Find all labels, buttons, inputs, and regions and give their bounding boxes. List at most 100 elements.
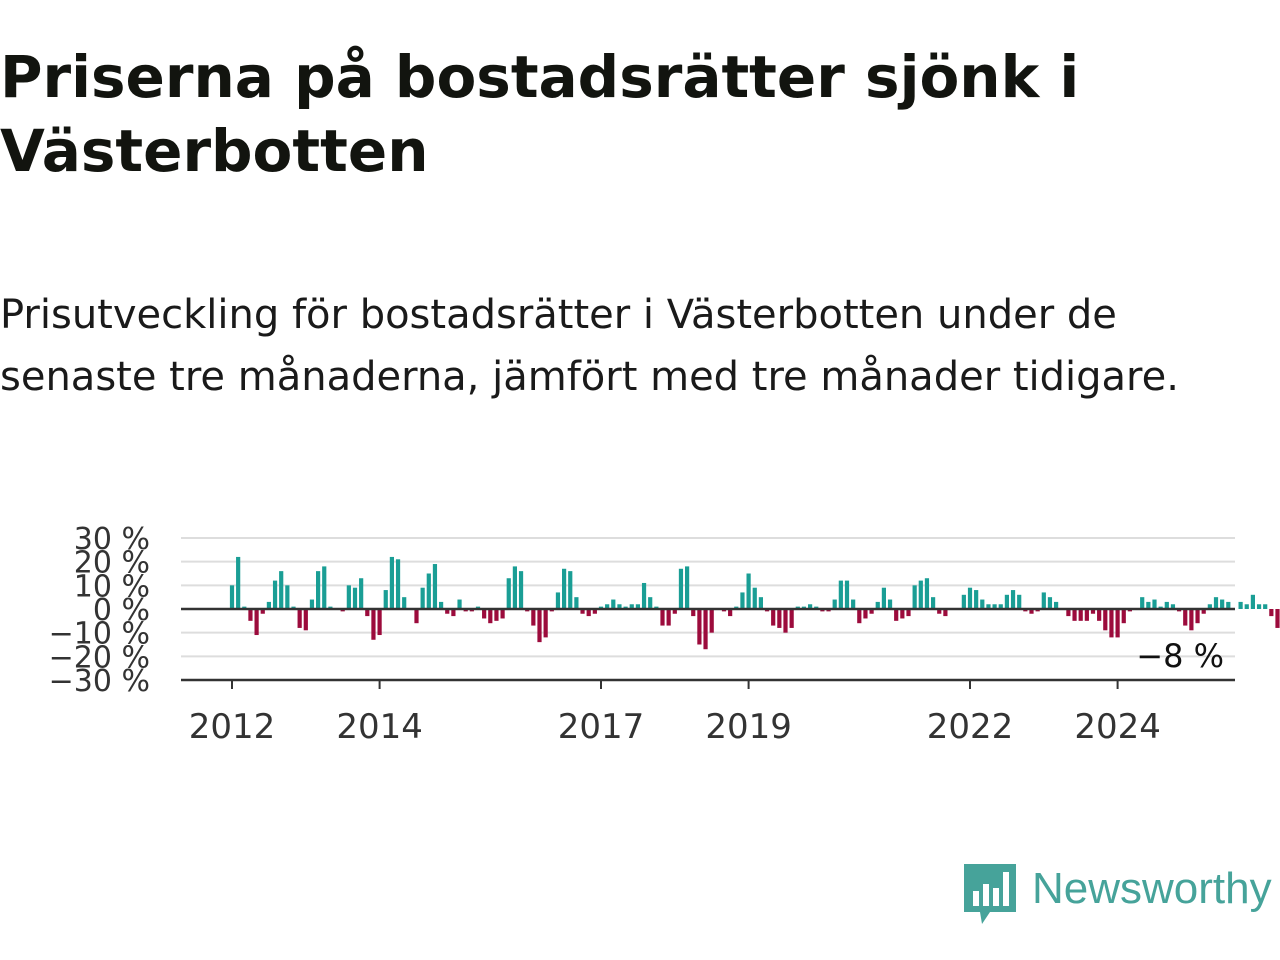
bar <box>1029 609 1034 614</box>
bar <box>869 609 874 614</box>
chart-subtitle: Prisutveckling för bostadsrätter i Väste… <box>0 292 1179 400</box>
bar <box>783 609 788 633</box>
bar <box>986 604 991 609</box>
bar <box>1078 609 1083 621</box>
bar <box>1103 609 1108 631</box>
bar <box>377 609 382 636</box>
bar <box>383 590 388 609</box>
bar <box>1244 604 1249 609</box>
bar <box>894 609 899 621</box>
bar <box>1004 594 1009 609</box>
bar <box>641 582 647 609</box>
bar <box>648 597 653 609</box>
bar <box>746 573 751 609</box>
y-tick-label: −10 % <box>49 617 150 652</box>
bar <box>1164 601 1169 609</box>
bar <box>1090 609 1096 614</box>
bar <box>414 609 419 624</box>
bar <box>1041 592 1046 609</box>
bar <box>1195 609 1200 624</box>
bar <box>365 609 370 617</box>
y-tick-label: −20 % <box>49 640 150 675</box>
bar <box>506 578 511 609</box>
bar <box>672 609 677 614</box>
bar <box>309 599 315 609</box>
bar <box>838 580 843 609</box>
bar <box>980 599 985 609</box>
y-tick-label: 30 % <box>74 522 150 557</box>
x-tick-label: 2012 <box>189 707 276 747</box>
bar <box>918 580 923 609</box>
bar <box>322 566 327 609</box>
bar <box>537 609 542 643</box>
bar <box>1146 601 1151 609</box>
bar <box>568 571 573 609</box>
bar <box>352 587 358 609</box>
bar <box>1263 604 1268 609</box>
bar <box>254 609 259 636</box>
bar <box>266 601 271 609</box>
bar <box>1275 609 1280 628</box>
bar <box>875 601 880 609</box>
x-tick-label: 2024 <box>1074 707 1161 747</box>
bar <box>1213 597 1219 609</box>
bar <box>248 609 253 621</box>
bar <box>512 566 517 609</box>
bar <box>660 609 665 626</box>
bar <box>1201 609 1206 614</box>
bar <box>279 571 284 609</box>
bar <box>844 580 850 609</box>
bar <box>488 609 493 624</box>
y-tick-label: 0 % <box>93 593 150 628</box>
bar <box>297 609 302 628</box>
bar <box>703 609 708 650</box>
y-tick-label: 20 % <box>74 546 150 581</box>
bar <box>709 609 714 633</box>
bar <box>555 592 561 609</box>
bar <box>1170 604 1176 609</box>
bar <box>1238 601 1243 609</box>
bar <box>931 597 936 609</box>
bar <box>605 604 610 609</box>
bar <box>1109 609 1114 638</box>
bar <box>316 571 321 609</box>
newsworthy-bar-chart-icon <box>964 864 1016 924</box>
bar <box>389 556 394 609</box>
bar <box>832 599 837 609</box>
bar <box>974 590 979 609</box>
bar <box>1269 609 1274 617</box>
bar <box>260 609 265 614</box>
bar <box>777 609 782 628</box>
bar <box>426 573 431 609</box>
bar <box>457 599 462 609</box>
bar <box>1010 590 1016 609</box>
bar <box>697 609 702 645</box>
bar <box>1017 594 1022 609</box>
bar <box>961 594 966 609</box>
bar <box>635 604 640 609</box>
bar <box>580 609 585 614</box>
newsworthy-logo: Newsworthy <box>964 864 1272 926</box>
bar <box>531 609 536 626</box>
bar <box>740 592 745 609</box>
bar <box>420 587 425 609</box>
x-tick-label: 2014 <box>336 707 423 747</box>
bar <box>617 604 622 609</box>
bar <box>518 571 524 609</box>
bar <box>1220 599 1225 609</box>
y-tick-label: −30 % <box>49 664 150 699</box>
bar <box>574 597 579 609</box>
bar <box>678 568 684 609</box>
bar <box>1097 609 1102 621</box>
last-value-label: −8 % <box>1136 637 1224 675</box>
axes <box>181 607 1235 682</box>
bar <box>592 609 597 614</box>
bar <box>303 609 308 631</box>
bar <box>236 556 241 609</box>
bar <box>1189 609 1194 631</box>
bar <box>451 609 456 617</box>
bar <box>285 585 290 609</box>
bar <box>1207 604 1212 609</box>
x-tick-label: 2019 <box>705 707 792 747</box>
bar <box>967 587 973 609</box>
